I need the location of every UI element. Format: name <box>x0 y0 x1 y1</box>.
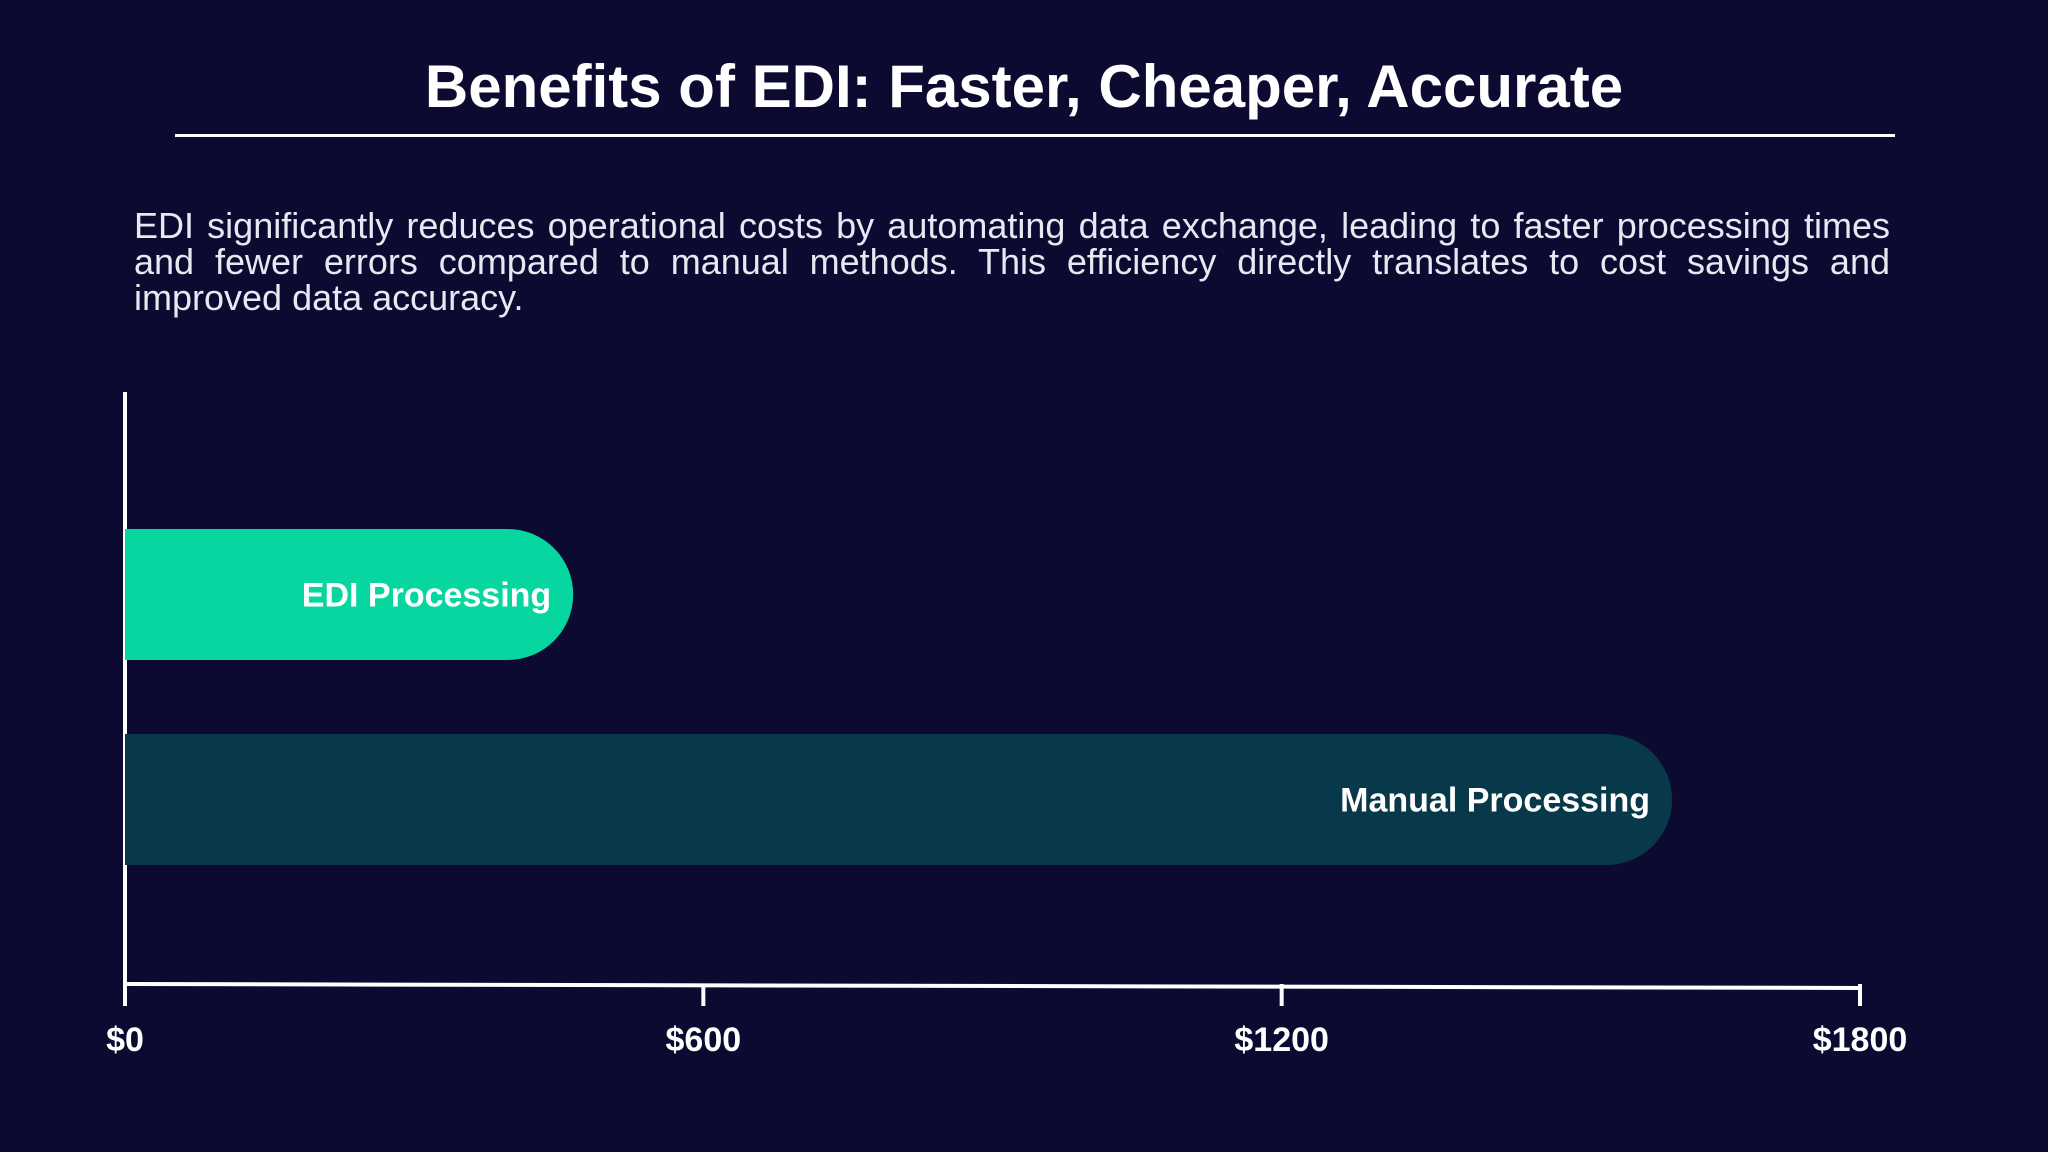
bar <box>125 734 1673 865</box>
bar <box>125 529 574 660</box>
x-tick-label: $1200 <box>1234 1021 1329 1059</box>
bar-label: Manual Processing <box>1340 781 1650 819</box>
chart-title: Benefits of EDI: Faster, Cheaper, Accura… <box>424 53 1624 120</box>
x-axis <box>124 982 1863 990</box>
x-tick-label: $1800 <box>1813 1021 1908 1059</box>
x-tick-label: $0 <box>106 1021 144 1059</box>
bar-label: EDI Processing <box>302 576 551 614</box>
title-underline <box>175 134 1895 137</box>
x-tick-label: $600 <box>666 1021 742 1059</box>
chart-subtitle: EDI significantly reduces operational co… <box>134 205 1890 318</box>
